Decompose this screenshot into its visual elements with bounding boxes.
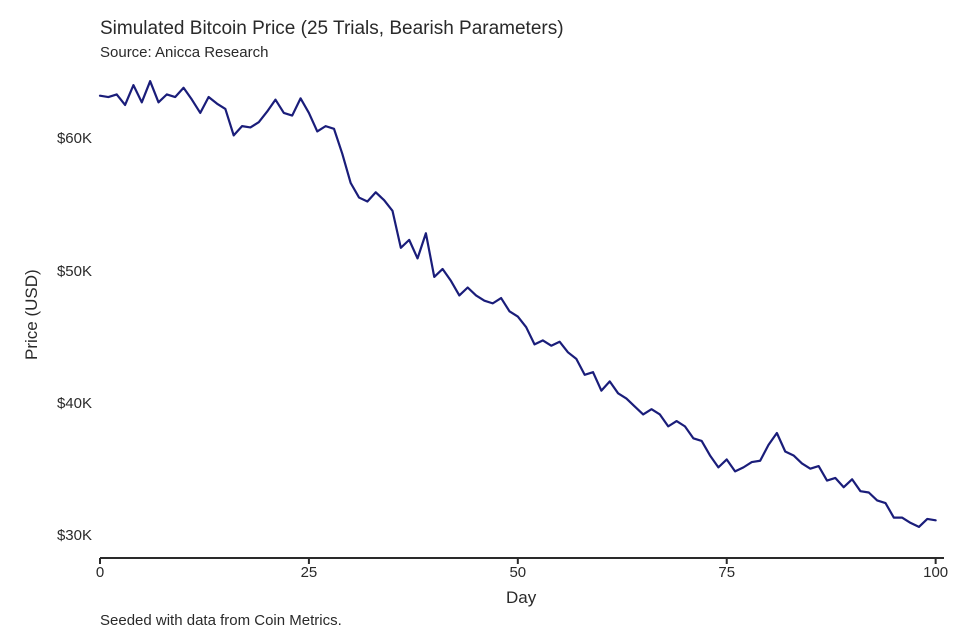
price-line — [100, 81, 936, 527]
chart-container: Simulated Bitcoin Price (25 Trials, Bear… — [0, 0, 960, 640]
chart-footnote: Seeded with data from Coin Metrics. — [100, 612, 342, 629]
chart-plot-area — [0, 0, 960, 640]
